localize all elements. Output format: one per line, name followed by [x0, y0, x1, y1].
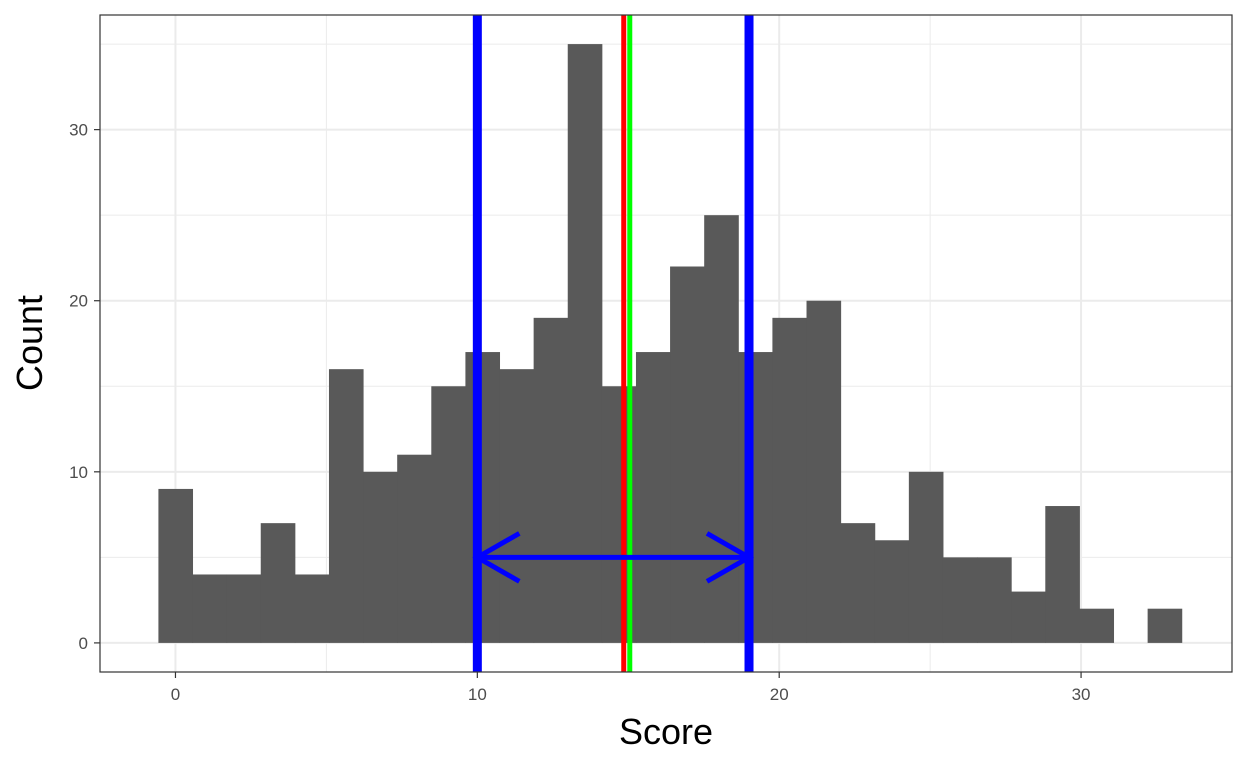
histogram-bar [499, 369, 535, 643]
x-tick-label: 10 [468, 685, 487, 704]
panel-border [99, 14, 1233, 673]
arrow-head-right [705, 531, 755, 584]
histogram-bar [670, 266, 705, 643]
x-tick-label: 30 [1072, 685, 1091, 704]
histogram-bar [942, 557, 978, 643]
y-tick-label: 30 [69, 121, 88, 140]
histogram-bars [158, 44, 1183, 643]
y-tick-label: 0 [79, 634, 88, 653]
axis-ticks: 0 10 20 30 0 10 20 30 [69, 121, 1090, 704]
histogram-bar [533, 317, 569, 643]
reference-lines [472, 15, 754, 672]
y-axis-title: Count [9, 295, 50, 391]
histogram-bar [465, 352, 501, 643]
range-arrow [472, 531, 755, 584]
histogram-bar [908, 471, 944, 643]
histogram-bar [977, 557, 1012, 643]
histogram-bar [738, 352, 773, 643]
histogram-bar [397, 454, 432, 643]
arrow-head-left [472, 531, 521, 584]
histogram-bar [431, 386, 466, 643]
x-axis-title: Score [619, 711, 713, 752]
histogram-bar [840, 523, 876, 643]
y-tick-label: 20 [69, 292, 88, 311]
histogram-bar [328, 369, 364, 643]
histogram-bar [772, 317, 808, 643]
histogram-bar [1045, 506, 1080, 643]
histogram-bar [567, 44, 603, 643]
histogram-bar [635, 352, 671, 643]
histogram-bar [294, 574, 330, 643]
histogram-bar [874, 540, 910, 643]
x-tick-label: 0 [171, 685, 180, 704]
x-tick-label: 20 [770, 685, 789, 704]
histogram-bar [1079, 608, 1115, 643]
histogram-bar [260, 523, 296, 643]
histogram-bar [158, 488, 194, 643]
histogram-bar [1147, 608, 1183, 643]
histogram-bar [192, 574, 228, 643]
histogram-bar [1011, 591, 1046, 643]
histogram-bar [226, 574, 262, 643]
y-tick-label: 10 [69, 463, 88, 482]
histogram-bar [806, 300, 842, 643]
histogram-bar [363, 471, 398, 643]
